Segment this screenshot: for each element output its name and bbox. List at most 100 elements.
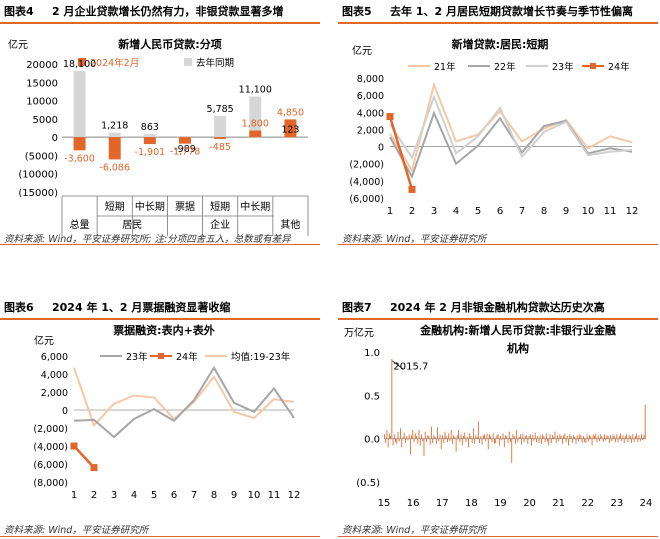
bar-last-year — [143, 133, 156, 138]
category-label: 票据 — [175, 200, 195, 213]
chart-fig5: 亿元 新增贷款:居民:短期 8,000 6,000 4,000 2,000 0 (2,000)… — [349, 37, 638, 217]
bar-monthly — [611, 438, 613, 442]
data-label-2024-feb: 4,850 — [277, 107, 304, 118]
y-tick-label: (15000) — [18, 188, 58, 199]
bar-monthly — [592, 434, 594, 439]
bar-monthly — [479, 438, 481, 443]
bar-monthly — [548, 438, 550, 446]
x-tick-label: 9 — [231, 490, 237, 501]
bar-2024-feb — [179, 137, 191, 144]
source-divider — [338, 244, 658, 245]
bar-monthly — [496, 435, 498, 439]
source-note: 资料来源: Wind，平安证券研究所; 注:分项四舍五入，总数或有差异 — [4, 234, 291, 245]
bar-monthly — [543, 436, 545, 439]
bar-monthly — [497, 434, 499, 439]
legend-label: 23年 — [552, 61, 574, 73]
bar-monthly — [560, 436, 562, 439]
x-tick-label: 2 — [409, 206, 415, 217]
panel-fig7: 图表7 2024 年 2 月非银金融机构贷款达历史次高 万亿元 金融机构:新增人民… — [338, 296, 660, 539]
x-tick-label: 7 — [191, 490, 197, 501]
x-tick-label: 7 — [519, 206, 525, 217]
bar-monthly — [470, 436, 472, 439]
bar-monthly — [439, 434, 441, 439]
bar-monthly — [631, 438, 633, 443]
bar-monthly — [418, 430, 420, 439]
source-divider — [0, 536, 320, 537]
bar-monthly — [454, 436, 456, 439]
bar-monthly — [553, 436, 555, 439]
bar-monthly — [596, 438, 598, 443]
x-tick-label: 10 — [248, 490, 261, 501]
x-tick-label: 6 — [497, 206, 503, 217]
bar-monthly — [400, 428, 401, 439]
bar-monthly — [564, 433, 566, 439]
bar-monthly — [453, 435, 455, 439]
y-tick-label: (2,000) — [349, 160, 384, 171]
x-tick-label: 11 — [604, 206, 617, 217]
x-tick-label: 6 — [171, 490, 177, 501]
bar-monthly — [590, 436, 592, 439]
bar-monthly — [388, 433, 390, 439]
chart-title: 新增贷款:居民:短期 — [452, 37, 549, 51]
bar-monthly — [621, 438, 623, 442]
bar-monthly — [607, 436, 609, 439]
legend-marker — [590, 63, 596, 69]
bar-monthly — [385, 438, 387, 443]
bar-monthly — [434, 436, 436, 439]
panel-fig5: 图表5 去年 1、2 月居民短期贷款增长节奏与季节性偏离 亿元 新增贷款:居民:短… — [338, 0, 660, 270]
bar-monthly — [498, 438, 500, 446]
bar-monthly — [581, 438, 583, 443]
bar-monthly — [538, 438, 540, 443]
x-tick-label: 1 — [387, 206, 393, 217]
bar-monthly — [597, 435, 599, 439]
data-point — [70, 442, 78, 450]
x-tick-label: 18 — [465, 498, 478, 509]
bar-monthly — [521, 438, 523, 445]
bar-monthly — [586, 434, 588, 439]
bar-monthly — [393, 434, 395, 439]
data-label-2024-feb: -3,600 — [64, 153, 95, 164]
x-tick-label: 3 — [111, 490, 117, 501]
bar-monthly — [409, 438, 411, 455]
bar-monthly — [559, 434, 561, 439]
y-tick-label: 0 — [378, 143, 384, 154]
bar-monthly — [390, 436, 392, 439]
bar-monthly — [515, 438, 516, 444]
y-tick-label: 6,000 — [357, 91, 384, 102]
bar-monthly — [637, 438, 639, 443]
legend-swatch — [78, 58, 86, 66]
data-label-2024-feb: -485 — [209, 142, 231, 153]
bar-monthly — [408, 434, 410, 439]
data-label-last-year: 123 — [281, 125, 299, 136]
bar-monthly — [411, 435, 413, 439]
bar-monthly — [594, 436, 595, 439]
y-tick-label: (5000) — [25, 151, 58, 162]
category-label: 总量 — [70, 218, 90, 231]
bar-monthly — [613, 436, 615, 439]
bar-monthly — [528, 436, 530, 439]
data-label-2024-feb: 1,800 — [242, 119, 269, 130]
y-tick-label: 0 — [52, 133, 58, 144]
bar-monthly — [518, 436, 520, 439]
y-tick-label: 2,000 — [41, 388, 68, 399]
source-note: 资料来源: Wind，平安证券研究所 — [342, 234, 487, 245]
bar-monthly — [557, 435, 558, 439]
y-tick-label: 2,000 — [357, 125, 384, 136]
bar-monthly — [500, 436, 502, 439]
y-tick-label: (4,000) — [349, 177, 384, 188]
bar-monthly — [554, 431, 556, 439]
data-label-last-year: -989 — [174, 144, 196, 155]
bar-monthly — [570, 436, 572, 439]
x-tick-label: 24 — [640, 498, 653, 509]
y-tick-label: 8,000 — [357, 74, 384, 85]
category-label: 中长期 — [135, 200, 165, 213]
bar-monthly — [620, 433, 621, 439]
source-note: 资料来源: Wind，平安证券研究所 — [342, 525, 487, 536]
bar-monthly — [501, 438, 503, 441]
bar-monthly — [561, 438, 563, 444]
y-tick-label: 1.0 — [364, 348, 380, 359]
bar-monthly — [527, 438, 529, 444]
legend-label: 去年同期 — [196, 57, 234, 69]
series-line — [389, 81, 633, 174]
bar-monthly — [550, 438, 552, 443]
